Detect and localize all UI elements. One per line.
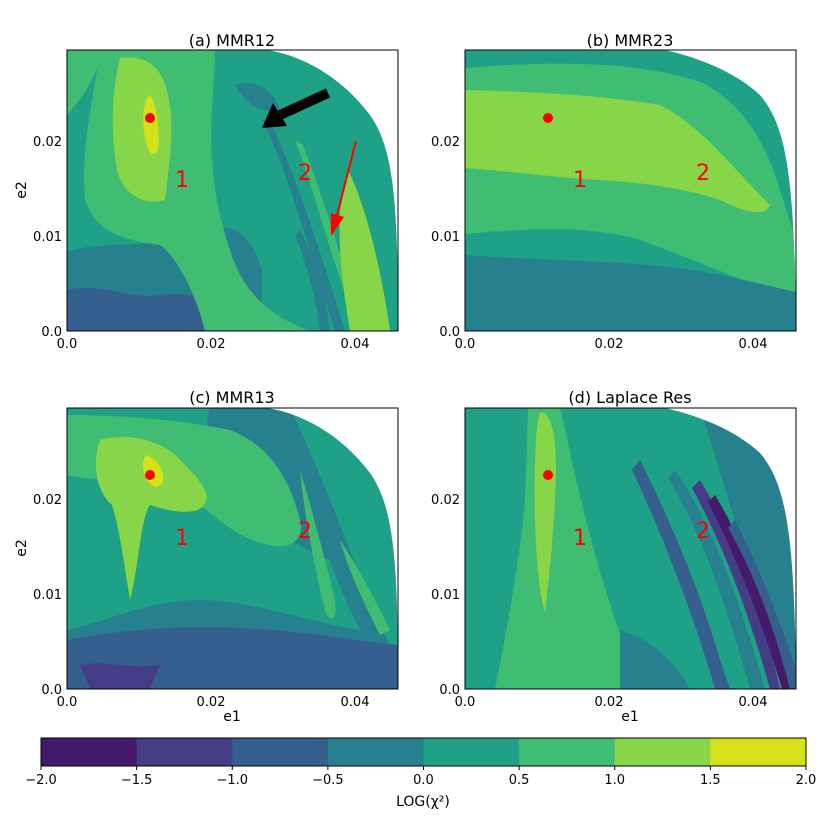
panel-c: 0.0 0.02 0.04 0.0 0.01 0.02 (c) MMR13 e2… — [14, 388, 399, 725]
panel-c-x-ticks: 0.0 0.02 0.04 — [57, 695, 370, 710]
x-tick-label: 0.0 — [57, 695, 78, 710]
colorbar-bin — [423, 738, 520, 766]
y-tick-label: 0.01 — [33, 230, 62, 245]
panel-a-region-label-2: 2 — [298, 161, 312, 186]
y-tick-label: 0.01 — [33, 588, 62, 603]
x-tick-label: 0.0 — [455, 337, 476, 352]
panel-a-heatmap — [67, 50, 398, 331]
x-tick-label: 0.02 — [595, 337, 624, 352]
colorbar-bin — [41, 738, 138, 766]
panel-d-xlabel: e1 — [621, 709, 639, 725]
panel-b: 0.0 0.02 0.04 0.0 0.01 0.02 (b) MMR23 1 … — [431, 31, 797, 352]
panel-d-title: (d) Laplace Res — [568, 388, 691, 407]
panel-c-y-ticks: 0.0 0.01 0.02 — [33, 493, 62, 698]
colorbar-bin — [327, 738, 424, 766]
panel-a-ylabel: e2 — [14, 181, 30, 199]
x-tick-label: 0.04 — [739, 695, 768, 710]
panel-a: 0.0 0.02 0.04 0.0 0.01 0.02 (a) MMR12 e2… — [14, 31, 399, 352]
colorbar-tick-label: −1.0 — [216, 773, 248, 788]
panel-a-frame — [66, 49, 399, 332]
colorbar: −2.0 −1.5 −1.0 −0.5 0.0 0.5 1.0 1.5 2.0 LOG(χ²) — [25, 737, 816, 810]
y-tick-label: 0.01 — [431, 588, 460, 603]
x-tick-label: 0.02 — [197, 695, 226, 710]
colorbar-tick-label: 0.0 — [413, 773, 434, 788]
panel-d-y-ticks: 0.0 0.01 0.02 — [431, 493, 460, 698]
colorbar-tick-label: −0.5 — [312, 773, 344, 788]
panel-c-xlabel: e1 — [223, 709, 241, 725]
panel-c-ylabel: e2 — [14, 539, 30, 557]
x-tick-label: 0.02 — [197, 337, 226, 352]
colorbar-ticks: −2.0 −1.5 −1.0 −0.5 0.0 0.5 1.0 1.5 2.0 — [25, 766, 816, 788]
y-tick-label: 0.02 — [33, 135, 62, 150]
y-tick-label: 0.0 — [41, 325, 62, 340]
panel-a-title: (a) MMR12 — [189, 31, 275, 50]
y-tick-label: 0.02 — [33, 493, 62, 508]
panel-c-frame — [66, 407, 399, 690]
colorbar-tick-label: 0.5 — [509, 773, 530, 788]
panel-b-y-ticks: 0.0 0.01 0.02 — [431, 135, 460, 340]
colorbar-bin — [519, 738, 616, 766]
x-tick-label: 0.0 — [57, 337, 78, 352]
panel-d: 0.0 0.02 0.04 0.0 0.01 0.02 (d) Laplace … — [431, 388, 797, 725]
y-tick-label: 0.02 — [431, 493, 460, 508]
panel-b-best-fit-point — [543, 113, 553, 123]
panel-d-region-label-1: 1 — [573, 526, 587, 551]
colorbar-tick-label: 1.0 — [604, 773, 625, 788]
panel-b-region-label-1: 1 — [573, 168, 587, 193]
x-tick-label: 0.04 — [341, 337, 370, 352]
panel-c-region-label-1: 1 — [175, 526, 189, 551]
panel-d-heatmap — [465, 408, 796, 689]
colorbar-bins — [41, 738, 807, 766]
panel-d-x-ticks: 0.0 0.02 0.04 — [455, 695, 768, 710]
panel-d-region-label-2: 2 — [696, 519, 710, 544]
colorbar-tick-label: −2.0 — [25, 773, 57, 788]
panel-c-region-label-2: 2 — [298, 519, 312, 544]
y-tick-label: 0.0 — [439, 325, 460, 340]
colorbar-bin — [136, 738, 233, 766]
y-tick-label: 0.02 — [431, 135, 460, 150]
panel-b-title: (b) MMR23 — [587, 31, 674, 50]
colorbar-tick-label: −1.5 — [121, 773, 153, 788]
y-tick-label: 0.0 — [439, 683, 460, 698]
panel-c-best-fit-point — [145, 470, 155, 480]
colorbar-label: LOG(χ²) — [396, 794, 450, 810]
colorbar-bin — [232, 738, 329, 766]
colorbar-tick-label: 2.0 — [796, 773, 817, 788]
colorbar-bin — [710, 738, 807, 766]
x-tick-label: 0.0 — [455, 695, 476, 710]
panel-b-heatmap — [465, 50, 796, 331]
panel-c-title: (c) MMR13 — [189, 388, 274, 407]
panel-a-black-arrow — [262, 88, 331, 128]
panel-a-region-label-1: 1 — [175, 168, 189, 193]
panel-b-frame — [464, 49, 797, 332]
panel-a-best-fit-point — [145, 113, 155, 123]
x-tick-label: 0.04 — [739, 337, 768, 352]
panel-a-x-ticks: 0.0 0.02 0.04 — [57, 337, 370, 352]
y-tick-label: 0.0 — [41, 683, 62, 698]
panel-a-y-ticks: 0.0 0.01 0.02 — [33, 135, 62, 340]
x-tick-label: 0.04 — [341, 695, 370, 710]
colorbar-tick-label: 1.5 — [700, 773, 721, 788]
colorbar-bin — [614, 738, 711, 766]
y-tick-label: 0.01 — [431, 230, 460, 245]
panel-c-heatmap — [67, 408, 398, 689]
panel-d-best-fit-point — [543, 470, 553, 480]
panel-b-region-label-2: 2 — [696, 161, 710, 186]
x-tick-label: 0.02 — [595, 695, 624, 710]
panel-b-x-ticks: 0.0 0.02 0.04 — [455, 337, 768, 352]
panel-d-frame — [464, 407, 797, 690]
panel-a-red-arrow — [331, 140, 357, 236]
